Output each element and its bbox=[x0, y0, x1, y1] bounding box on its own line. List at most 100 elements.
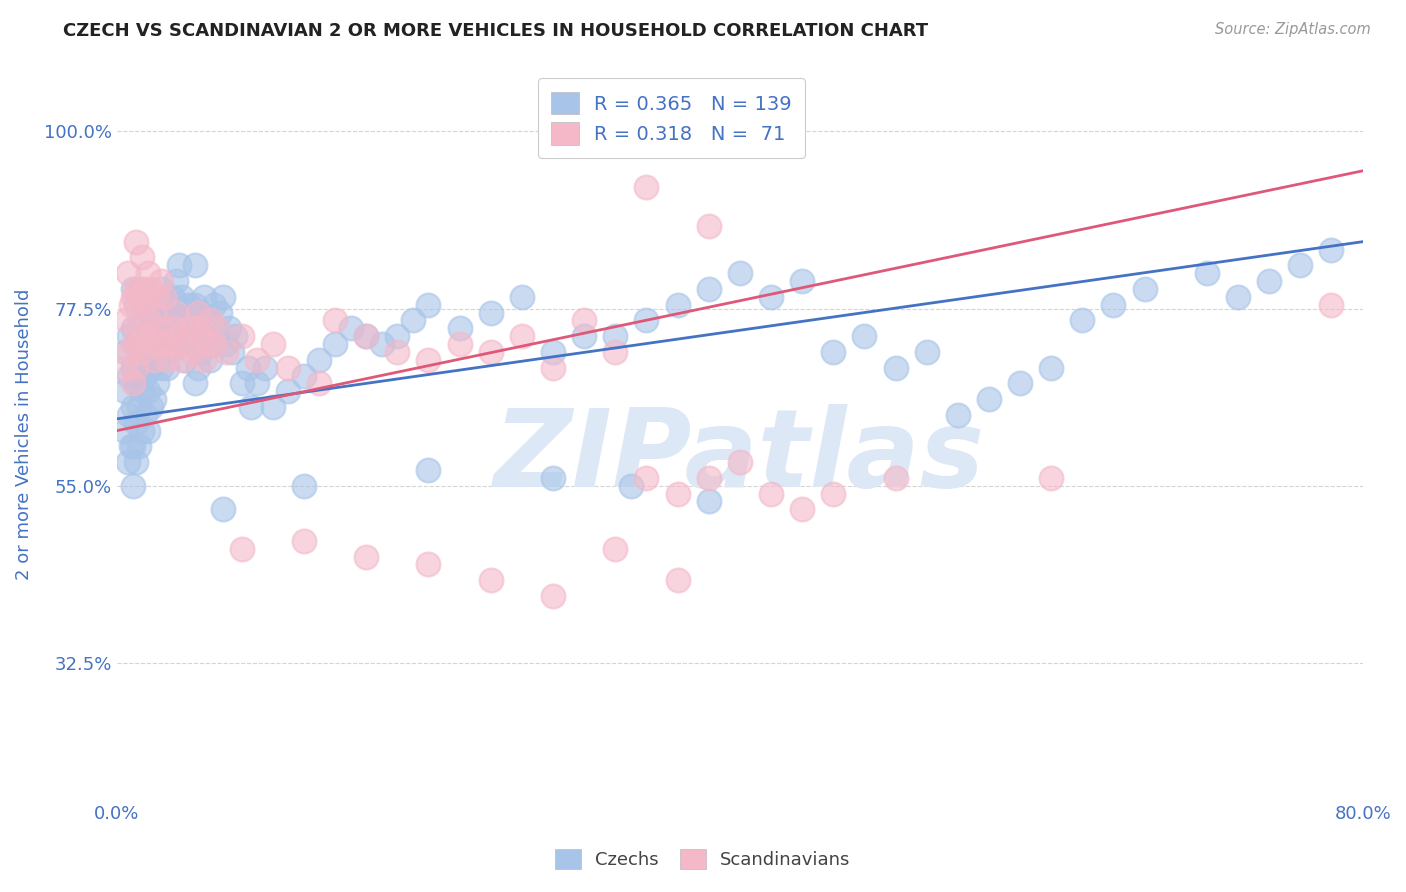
Point bbox=[129, 282, 152, 296]
Point bbox=[165, 305, 187, 319]
Point bbox=[136, 384, 159, 399]
Point bbox=[141, 329, 163, 343]
Point bbox=[121, 400, 143, 414]
Point bbox=[162, 329, 184, 343]
Point bbox=[253, 360, 276, 375]
Point bbox=[118, 368, 141, 383]
Point bbox=[323, 313, 346, 327]
Point bbox=[1320, 243, 1343, 257]
Point bbox=[118, 329, 141, 343]
Point bbox=[759, 486, 782, 500]
Point bbox=[134, 368, 156, 383]
Point bbox=[121, 290, 143, 304]
Point bbox=[666, 573, 689, 587]
Point bbox=[128, 290, 150, 304]
Point bbox=[117, 455, 139, 469]
Point bbox=[236, 360, 259, 375]
Point bbox=[1320, 298, 1343, 312]
Point bbox=[184, 376, 207, 391]
Point bbox=[131, 345, 153, 359]
Point bbox=[172, 329, 194, 343]
Point bbox=[128, 400, 150, 414]
Point bbox=[636, 471, 658, 485]
Point bbox=[114, 360, 136, 375]
Point bbox=[195, 313, 218, 327]
Point bbox=[121, 439, 143, 453]
Point bbox=[231, 376, 253, 391]
Point bbox=[292, 479, 315, 493]
Point bbox=[134, 282, 156, 296]
Point bbox=[1289, 258, 1312, 272]
Point bbox=[202, 298, 225, 312]
Point bbox=[224, 329, 246, 343]
Point bbox=[174, 337, 197, 351]
Point bbox=[149, 321, 172, 335]
Point bbox=[666, 298, 689, 312]
Point bbox=[1258, 274, 1281, 288]
Point bbox=[697, 219, 720, 233]
Point bbox=[218, 321, 240, 335]
Point bbox=[246, 352, 269, 367]
Text: ZIPatlas: ZIPatlas bbox=[495, 403, 986, 509]
Point bbox=[636, 179, 658, 194]
Point bbox=[159, 305, 181, 319]
Point bbox=[159, 337, 181, 351]
Point bbox=[131, 424, 153, 438]
Point bbox=[180, 321, 202, 335]
Point bbox=[114, 345, 136, 359]
Point bbox=[354, 549, 377, 564]
Point bbox=[1040, 471, 1063, 485]
Point bbox=[246, 376, 269, 391]
Point bbox=[124, 235, 146, 249]
Point bbox=[136, 345, 159, 359]
Point bbox=[262, 337, 284, 351]
Point bbox=[1227, 290, 1250, 304]
Point bbox=[479, 345, 502, 359]
Point bbox=[124, 282, 146, 296]
Point bbox=[128, 321, 150, 335]
Point bbox=[131, 251, 153, 265]
Point bbox=[308, 352, 330, 367]
Point bbox=[134, 408, 156, 422]
Point bbox=[541, 360, 564, 375]
Point bbox=[156, 360, 179, 375]
Point bbox=[915, 345, 938, 359]
Point bbox=[728, 455, 751, 469]
Point bbox=[146, 298, 169, 312]
Point bbox=[231, 541, 253, 556]
Point bbox=[141, 321, 163, 335]
Point bbox=[387, 329, 409, 343]
Point bbox=[418, 352, 440, 367]
Point bbox=[277, 360, 299, 375]
Point bbox=[195, 337, 218, 351]
Point bbox=[184, 298, 207, 312]
Point bbox=[790, 502, 813, 516]
Point bbox=[149, 321, 172, 335]
Point bbox=[174, 313, 197, 327]
Point bbox=[239, 400, 262, 414]
Point bbox=[172, 352, 194, 367]
Point bbox=[146, 337, 169, 351]
Point bbox=[124, 455, 146, 469]
Point bbox=[131, 345, 153, 359]
Point bbox=[149, 274, 172, 288]
Point bbox=[418, 298, 440, 312]
Point bbox=[292, 368, 315, 383]
Point bbox=[190, 345, 212, 359]
Point bbox=[200, 313, 222, 327]
Point bbox=[128, 439, 150, 453]
Point bbox=[167, 329, 190, 343]
Point bbox=[190, 305, 212, 319]
Point bbox=[449, 321, 471, 335]
Point bbox=[541, 589, 564, 603]
Point bbox=[174, 352, 197, 367]
Point bbox=[262, 400, 284, 414]
Point bbox=[200, 352, 222, 367]
Point bbox=[541, 471, 564, 485]
Point bbox=[605, 541, 627, 556]
Point bbox=[117, 266, 139, 280]
Point bbox=[449, 337, 471, 351]
Point bbox=[184, 337, 207, 351]
Point bbox=[418, 558, 440, 572]
Point bbox=[605, 329, 627, 343]
